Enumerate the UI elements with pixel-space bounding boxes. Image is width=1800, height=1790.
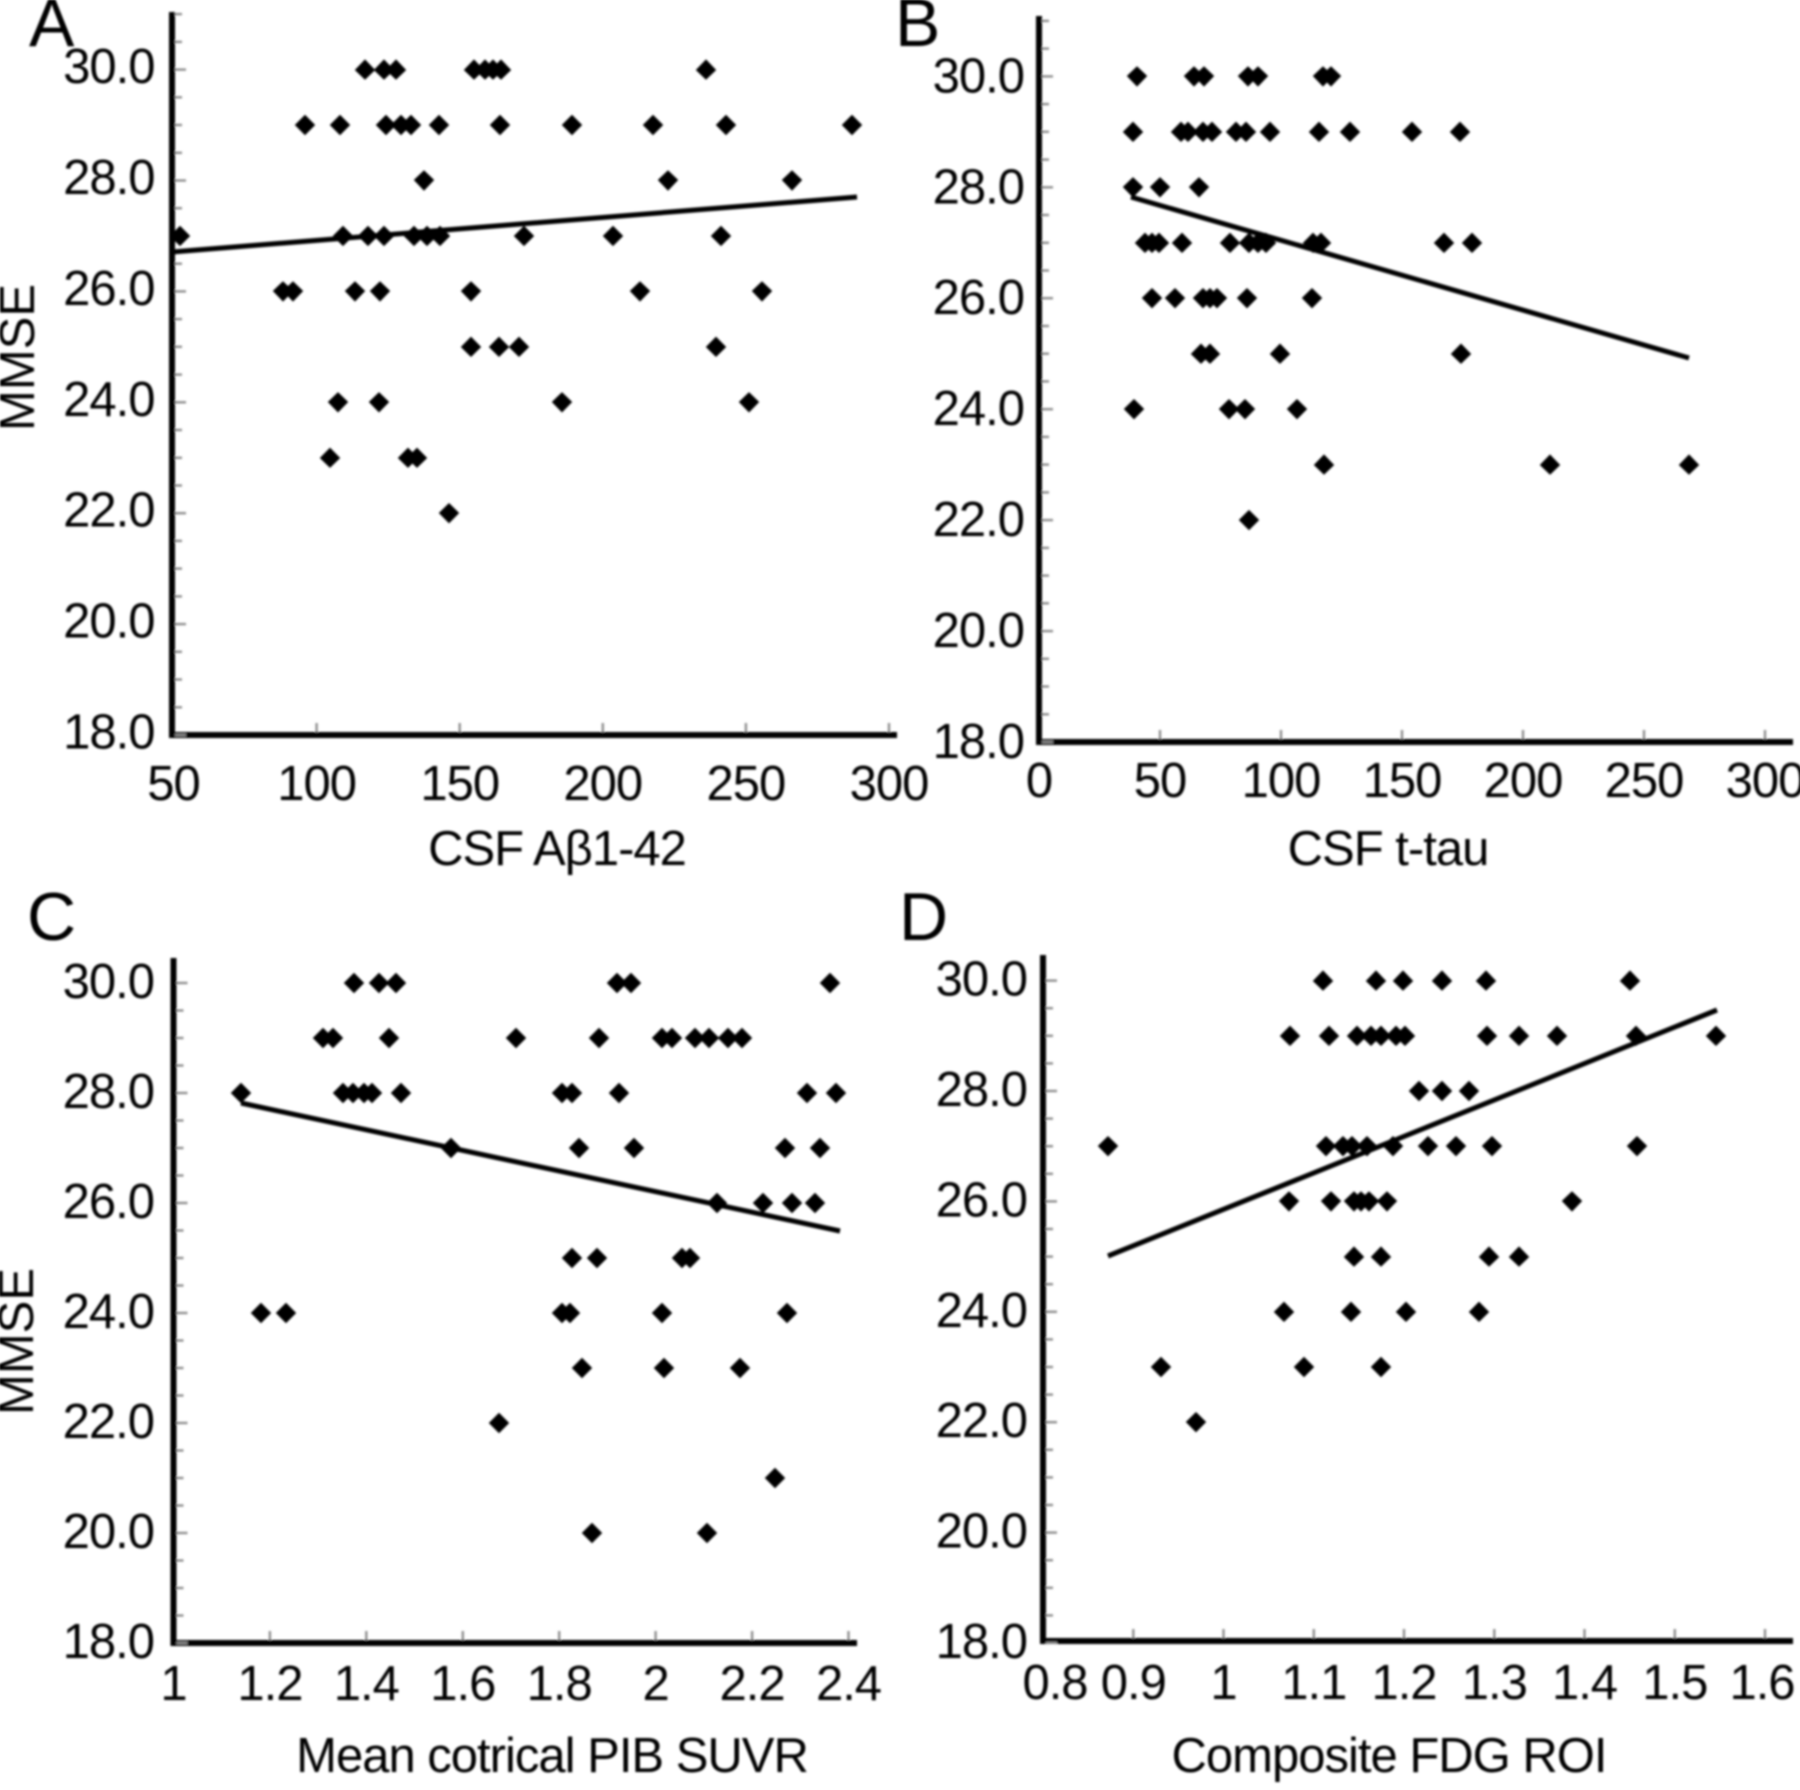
svg-text:300: 300 xyxy=(850,757,929,811)
svg-text:1: 1 xyxy=(1210,1656,1236,1710)
svg-text:1.6: 1.6 xyxy=(430,1657,495,1711)
svg-text:24.0: 24.0 xyxy=(63,373,154,427)
svg-text:22.0: 22.0 xyxy=(63,484,154,538)
svg-text:24.0: 24.0 xyxy=(936,1284,1027,1338)
svg-text:22.0: 22.0 xyxy=(933,493,1024,547)
svg-text:200: 200 xyxy=(563,757,642,811)
svg-text:30.0: 30.0 xyxy=(933,49,1024,103)
svg-text:28.0: 28.0 xyxy=(933,160,1024,214)
svg-text:0.9: 0.9 xyxy=(1101,1656,1166,1710)
svg-text:1.2: 1.2 xyxy=(1371,1656,1436,1710)
svg-text:1.4: 1.4 xyxy=(1552,1656,1617,1710)
svg-text:22.0: 22.0 xyxy=(936,1394,1027,1448)
svg-text:26.0: 26.0 xyxy=(936,1173,1027,1227)
svg-text:1.6: 1.6 xyxy=(1729,1656,1794,1710)
svg-text:26.0: 26.0 xyxy=(63,1175,154,1229)
svg-text:30.0: 30.0 xyxy=(936,953,1027,1007)
svg-text:1: 1 xyxy=(160,1657,186,1711)
svg-text:B: B xyxy=(895,0,940,61)
svg-text:CSF t-tau: CSF t-tau xyxy=(1288,822,1489,876)
svg-text:30.0: 30.0 xyxy=(63,40,154,94)
svg-text:24.0: 24.0 xyxy=(933,382,1024,436)
svg-text:Mean cotrical PIB SUVR: Mean cotrical PIB SUVR xyxy=(296,1729,808,1783)
svg-text:28.0: 28.0 xyxy=(936,1063,1027,1117)
svg-text:22.0: 22.0 xyxy=(63,1395,154,1449)
svg-text:20.0: 20.0 xyxy=(933,604,1024,658)
svg-text:300: 300 xyxy=(1726,754,1800,808)
svg-text:20.0: 20.0 xyxy=(63,595,154,649)
svg-text:200: 200 xyxy=(1484,754,1563,808)
svg-text:2.4: 2.4 xyxy=(816,1657,881,1711)
svg-text:MMSE: MMSE xyxy=(0,1268,44,1415)
svg-text:50: 50 xyxy=(147,757,200,811)
svg-text:250: 250 xyxy=(1605,754,1684,808)
svg-text:250: 250 xyxy=(707,757,786,811)
svg-text:0: 0 xyxy=(1026,754,1052,808)
svg-text:0.8: 0.8 xyxy=(1022,1656,1087,1710)
svg-text:2: 2 xyxy=(642,1657,668,1711)
svg-text:1.2: 1.2 xyxy=(237,1657,302,1711)
svg-text:24.0: 24.0 xyxy=(63,1285,154,1339)
svg-text:28.0: 28.0 xyxy=(63,1065,154,1119)
svg-text:A: A xyxy=(29,0,75,61)
svg-text:CSF Aβ1-42: CSF Aβ1-42 xyxy=(428,822,686,876)
svg-text:1.1: 1.1 xyxy=(1281,1656,1346,1710)
svg-text:150: 150 xyxy=(1363,754,1442,808)
svg-text:D: D xyxy=(899,879,948,955)
svg-text:150: 150 xyxy=(420,757,499,811)
svg-text:20.0: 20.0 xyxy=(63,1505,154,1559)
svg-text:100: 100 xyxy=(277,757,356,811)
svg-text:18.0: 18.0 xyxy=(933,715,1024,769)
svg-text:18.0: 18.0 xyxy=(936,1615,1027,1669)
svg-text:20.0: 20.0 xyxy=(936,1505,1027,1559)
svg-text:1.5: 1.5 xyxy=(1642,1656,1707,1710)
svg-text:28.0: 28.0 xyxy=(63,151,154,205)
svg-text:1.8: 1.8 xyxy=(527,1657,592,1711)
svg-text:26.0: 26.0 xyxy=(933,271,1024,325)
svg-text:26.0: 26.0 xyxy=(63,262,154,316)
svg-text:2.2: 2.2 xyxy=(720,1657,785,1711)
svg-text:50: 50 xyxy=(1134,754,1187,808)
svg-text:100: 100 xyxy=(1242,754,1321,808)
svg-text:C: C xyxy=(27,879,76,955)
svg-text:30.0: 30.0 xyxy=(63,955,154,1009)
svg-text:18.0: 18.0 xyxy=(63,706,154,760)
svg-text:MMSE: MMSE xyxy=(0,284,45,431)
svg-text:18.0: 18.0 xyxy=(63,1615,154,1669)
svg-text:1.4: 1.4 xyxy=(334,1657,399,1711)
svg-text:Composite FDG ROI: Composite FDG ROI xyxy=(1172,1729,1607,1783)
svg-text:1.3: 1.3 xyxy=(1462,1656,1527,1710)
